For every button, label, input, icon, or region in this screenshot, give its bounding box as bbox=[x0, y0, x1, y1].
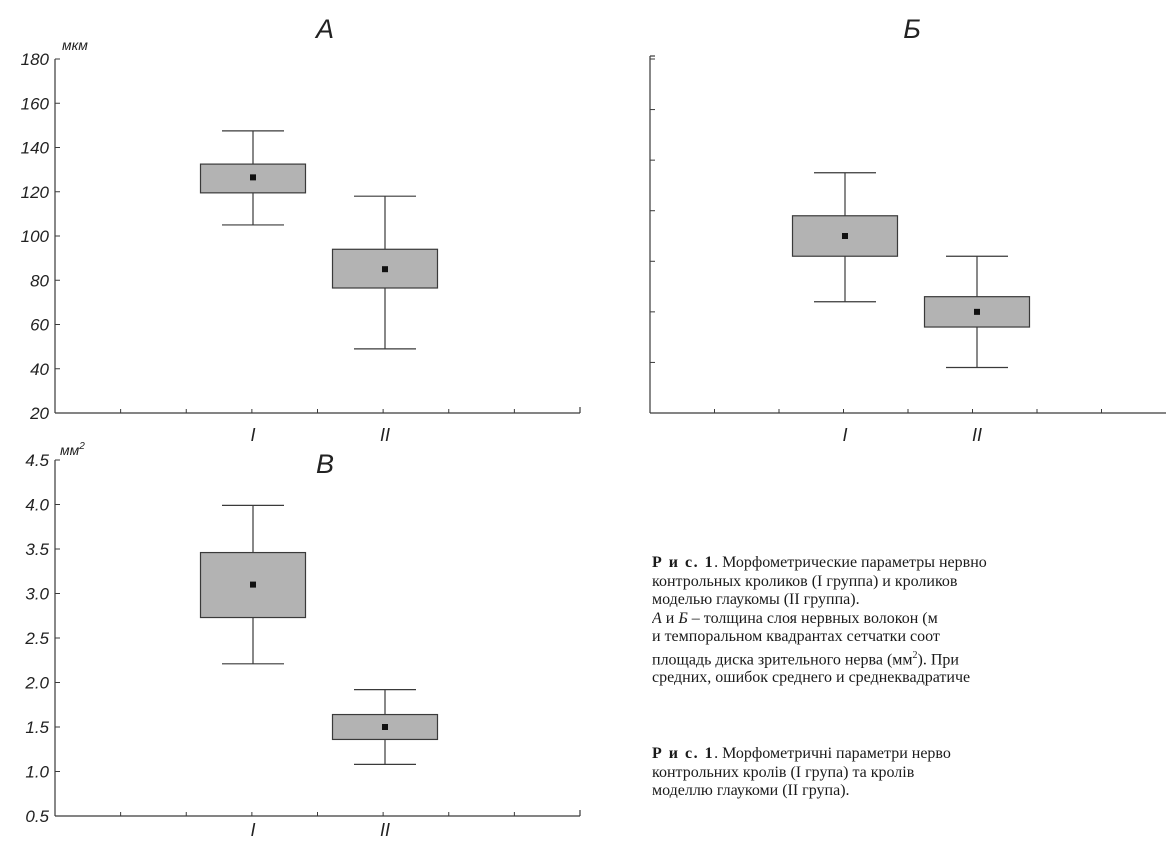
panel-a-box-I bbox=[199, 130, 307, 226]
caption-ru-fig-label: Р и с. 1 bbox=[652, 554, 715, 571]
panel-b-category-label: I bbox=[842, 425, 847, 445]
panel-c-y-tick-label: 1.0 bbox=[25, 763, 49, 782]
panel-b-box-II bbox=[923, 255, 1031, 369]
panel-b-mean-marker bbox=[974, 308, 980, 315]
panel-c-y-tick-label: 2.5 bbox=[24, 629, 49, 648]
panel-b-box-rect bbox=[923, 296, 1031, 328]
caption-russian: Р и с. 1. Морфометрические параметры нер… bbox=[652, 554, 1166, 688]
caption-uk-line-2: контрольних кролів (I група) та кролів bbox=[652, 763, 915, 781]
panel-c-unit-superscript: 2 bbox=[78, 441, 85, 452]
panel-a-category-label: I bbox=[250, 425, 255, 445]
caption-ru-line-2: контрольных кроликов (I группа) и кролик… bbox=[652, 572, 958, 590]
panel-c-title: В bbox=[316, 449, 334, 479]
panel-c-y-tick-label: 3.5 bbox=[25, 540, 49, 559]
caption-ru-letter-a: А bbox=[652, 609, 662, 627]
caption-ru-line-7: средних, ошибок среднего и среднеквадрат… bbox=[652, 669, 971, 687]
panel-a-y-tick-label: 60 bbox=[30, 316, 49, 335]
panel-b-box-I bbox=[791, 172, 899, 303]
caption-ru-line-6-text: площадь диска зрительного нерва (мм bbox=[652, 650, 913, 668]
panel-a-mean-marker bbox=[250, 174, 256, 181]
caption-ru-line-6-tail: ). При bbox=[917, 650, 959, 668]
caption-ru-line-1: Р и с. 1. Морфометрические параметры нер… bbox=[652, 554, 1166, 573]
panel-b-chart: БI II bbox=[649, 14, 1166, 445]
caption-ru-superscript: 2 bbox=[912, 649, 918, 661]
caption-uk-fig-label: Р и с. 1 bbox=[652, 745, 715, 762]
panel-a-y-tick-label: 40 bbox=[30, 360, 49, 379]
panel-b-category-label: II bbox=[972, 425, 982, 445]
caption-uk-line-1-text: . Морфометричні параметри нерво bbox=[714, 745, 951, 762]
caption-ru-line-5: и темпоральном квадрантах сетчатки соот bbox=[652, 628, 940, 645]
panel-a-mean-marker bbox=[382, 266, 388, 273]
caption-ru-line-4: А и Б – толщина слоя нервных волокон (м bbox=[652, 610, 1166, 629]
panel-a-unit-label: мкм bbox=[62, 37, 88, 53]
panel-c-y-tick-label: 4.5 bbox=[25, 451, 49, 470]
panel-c-unit-label: мм2 bbox=[60, 441, 85, 458]
panel-c-y-tick-label: 0.5 bbox=[25, 807, 49, 826]
panel-c-y-tick-label: 4.0 bbox=[25, 496, 49, 515]
panel-a-y-tick-label: 120 bbox=[21, 183, 50, 202]
panel-a-y-tick-label: 140 bbox=[21, 139, 50, 158]
panel-c-y-tick-label: 2.0 bbox=[24, 674, 49, 693]
panel-c-box-II bbox=[331, 689, 439, 765]
panel-b-title: Б bbox=[903, 14, 921, 44]
caption-ru-line-4-text: – толщина слоя нервных волокон (м bbox=[687, 609, 938, 627]
panel-a-y-tick-label: 80 bbox=[30, 271, 49, 290]
caption-ru-conjunction: и bbox=[661, 609, 679, 627]
panel-c-category-label: I bbox=[250, 820, 255, 840]
panel-c-category-label: II bbox=[380, 820, 390, 840]
caption-uk-line-1: Р и с. 1. Морфометричні параметри нерво bbox=[652, 745, 1166, 764]
panel-a-box-II bbox=[331, 195, 439, 350]
caption-ru-letter-b: Б bbox=[678, 609, 688, 627]
panel-b-mean-marker bbox=[842, 233, 848, 239]
panel-c-box-I bbox=[199, 504, 307, 665]
panel-c-y-tick-label: 3.0 bbox=[25, 585, 49, 604]
panel-a-y-tick-label: 100 bbox=[21, 227, 50, 246]
panel-c-mean-marker bbox=[382, 724, 388, 730]
caption-ru-line-6: площадь диска зрительного нерва (мм2). П… bbox=[652, 647, 1166, 670]
caption-uk-line-3: моделлю глаукоми (II група). bbox=[652, 782, 850, 799]
panel-a-y-tick-label: 20 bbox=[29, 404, 49, 423]
panel-a-y-tick-label: 160 bbox=[21, 94, 50, 113]
caption-ru-line-1-text: . Морфометрические параметры нервно bbox=[714, 554, 987, 571]
panel-a-y-tick-label: 180 bbox=[21, 50, 50, 69]
panel-c-mean-marker bbox=[250, 581, 256, 588]
caption-ru-line-3: моделью глаукомы (II группа). bbox=[652, 591, 860, 608]
panel-c-y-tick-label: 1.5 bbox=[25, 718, 49, 737]
caption-ukrainian: Р и с. 1. Морфометричні параметри нерво … bbox=[652, 745, 1166, 801]
panel-a-category-label: II bbox=[380, 425, 390, 445]
panel-a-title: А bbox=[314, 14, 334, 44]
